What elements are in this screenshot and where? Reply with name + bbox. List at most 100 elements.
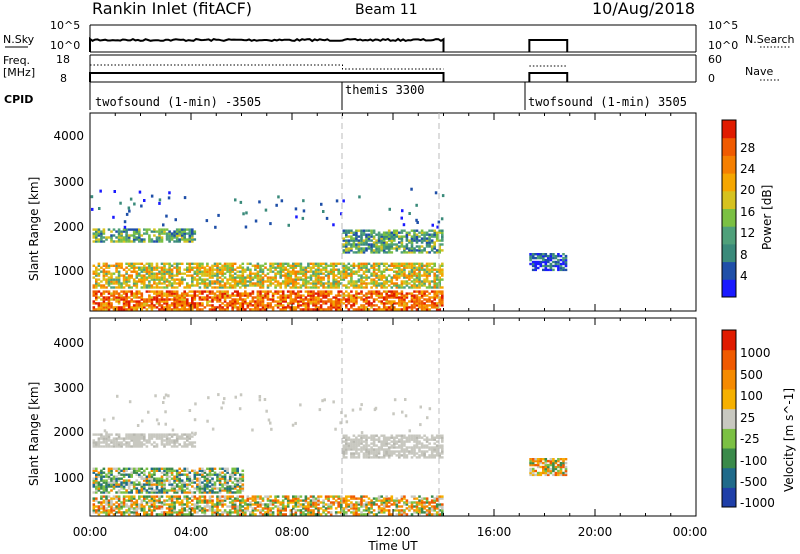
power-echo-cell <box>370 272 373 275</box>
power-echo-cell <box>329 302 333 305</box>
velocity-echo-cell <box>143 437 146 440</box>
power-echo-cell <box>117 264 121 267</box>
power-echo-cell <box>302 268 305 271</box>
velocity-echo-cell <box>231 471 234 474</box>
power-echo-cell <box>115 298 118 301</box>
velocity-echo-cell <box>120 511 123 514</box>
power-echo-cell <box>337 306 340 309</box>
velocity-echo-cell <box>246 503 250 506</box>
power-echo-cell <box>241 266 245 269</box>
power-echo-cell <box>233 286 237 289</box>
power-echo-cell <box>178 282 181 285</box>
power-echo-cell <box>430 296 434 299</box>
power-echo-cell <box>186 286 189 289</box>
power-echo-cell <box>158 278 161 281</box>
velocity-echo-cell <box>143 477 146 480</box>
velocity-echo-cell <box>292 513 295 516</box>
velocity-echo-cell <box>112 487 116 490</box>
power-echo-cell <box>428 235 431 238</box>
power-echo-cell <box>191 276 194 279</box>
power-echo-cell <box>117 306 121 309</box>
power-echo-cell <box>148 234 151 237</box>
power-echo-cell <box>153 290 156 293</box>
power-echo-cell <box>360 298 363 301</box>
power-echo-cell <box>304 280 308 283</box>
power-echo-cell <box>196 270 199 273</box>
power-echo-cell <box>186 262 189 265</box>
velocity-echo-cell <box>294 511 298 514</box>
power-echo-cell <box>347 308 351 311</box>
power-echo-cell <box>261 296 265 299</box>
power-panel: 4000 3000 2000 1000 Slant Range [km] <box>27 112 697 312</box>
velocity-echo-cell <box>95 467 98 470</box>
velocity-echo-cell <box>110 479 113 482</box>
power-echo-cell <box>352 237 356 240</box>
power-echo-cell <box>342 239 346 242</box>
power-echo-cell <box>425 262 429 265</box>
power-echo-cell <box>408 276 411 279</box>
velocity-echo-cell <box>132 445 136 448</box>
velocity-echo-cell <box>218 475 222 478</box>
velocity-echo-cell <box>239 477 242 480</box>
velocity-echo-cell <box>403 511 406 514</box>
velocity-echo-cell <box>178 467 181 470</box>
velocity-echo-cell <box>342 452 346 455</box>
power-echo-cell <box>143 232 146 235</box>
velocity-echo-cell <box>95 511 98 514</box>
velocity-echo-cell <box>309 511 313 514</box>
power-echo-cell <box>337 304 340 307</box>
power-echo-cell <box>405 294 409 297</box>
velocity-echo-cell <box>360 503 363 506</box>
power-echo-cell <box>95 266 98 269</box>
velocity-echo-cell <box>345 434 348 437</box>
power-echo-cell <box>309 262 313 265</box>
velocity-echo-cell <box>132 497 136 500</box>
power-echo-cell <box>216 270 219 273</box>
power-echo-cell <box>216 272 219 275</box>
power-echo-cell <box>423 235 426 238</box>
power-echo-cell <box>198 272 202 275</box>
velocity-echo-cell <box>203 495 207 498</box>
power-echo-cell <box>155 286 159 289</box>
velocity-echo-cell <box>372 436 376 439</box>
velocity-echo-cell <box>218 503 222 506</box>
cpid-segment-2: themis 3300 <box>345 83 424 97</box>
power-echo-cell <box>542 256 545 260</box>
power-echo-cell <box>183 292 186 295</box>
velocity-echo-cell <box>153 467 156 470</box>
velocity-echo-cell <box>211 499 214 502</box>
velocity-echo-cell <box>425 509 429 512</box>
velocity-echo-cell <box>186 501 189 504</box>
power-echo-cell <box>292 270 295 273</box>
velocity-echo-cell <box>370 505 373 508</box>
power-echo-cell <box>143 264 146 267</box>
power-echo-cell <box>410 284 414 287</box>
power-echo-cell <box>375 251 378 254</box>
velocity-echo-cell <box>355 507 358 510</box>
power-echo-cell <box>415 245 419 248</box>
power-echo-cell <box>415 262 419 265</box>
power-echo-cell <box>390 306 394 309</box>
power-echo-cell <box>342 284 346 287</box>
velocity-echo-cell <box>307 507 310 510</box>
velocity-echo-cell <box>226 471 229 474</box>
velocity-echo-cell <box>327 495 330 498</box>
power-echo-cell <box>251 278 255 281</box>
velocity-echo-cell <box>117 471 121 474</box>
power-echo-cell <box>95 296 98 299</box>
power-echo-cell <box>274 274 277 277</box>
power-echo-cell <box>281 274 285 277</box>
velocity-echo-cell <box>387 509 391 512</box>
velocity-echo-cell <box>317 511 320 514</box>
power-echo-cell <box>307 286 310 289</box>
power-echo-cell <box>180 304 184 307</box>
power-echo-cell <box>425 286 429 289</box>
power-tick-marks <box>89 113 697 311</box>
power-echo-cell <box>385 286 388 289</box>
power-echo-cell <box>110 276 113 279</box>
power-echo-cell <box>271 276 275 279</box>
power-echo-cell <box>297 286 300 289</box>
power-echo-cell <box>398 241 401 244</box>
power-echo-cell <box>249 262 252 265</box>
power-echo-cell <box>188 268 192 271</box>
